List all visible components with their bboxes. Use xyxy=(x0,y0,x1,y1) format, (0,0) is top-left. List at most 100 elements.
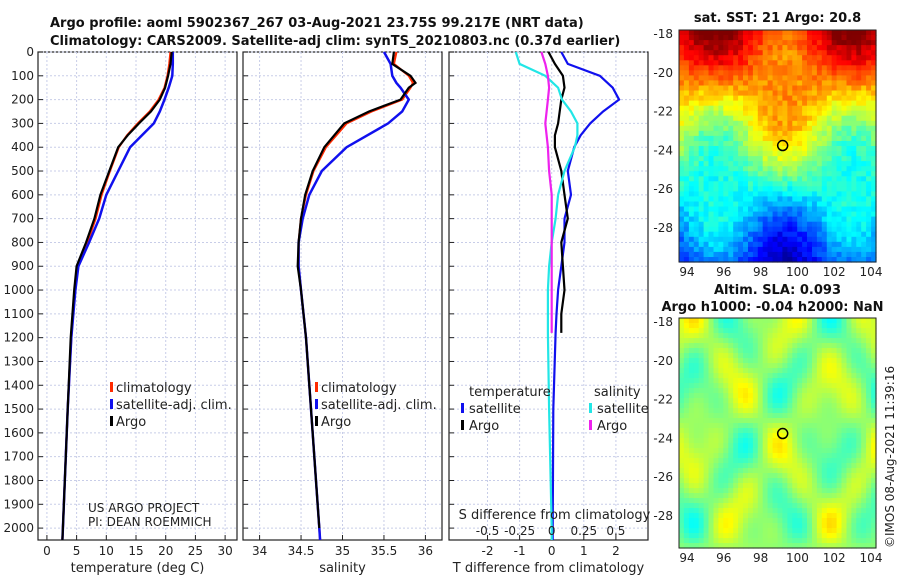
map-cell xyxy=(871,528,877,534)
map-cell xyxy=(698,146,705,152)
map-cell xyxy=(861,388,867,394)
map-cell xyxy=(698,241,705,248)
map-cell xyxy=(733,50,739,56)
map-cell xyxy=(787,398,793,404)
map-cell xyxy=(738,115,744,122)
map-cell xyxy=(698,50,705,56)
map-cell xyxy=(683,323,690,329)
map-cell xyxy=(743,358,749,364)
map-cell xyxy=(816,398,823,404)
map-cell xyxy=(703,176,710,182)
map-cell xyxy=(802,191,808,197)
map-cell xyxy=(792,338,798,344)
map-cell xyxy=(856,226,862,233)
map-cell xyxy=(703,206,710,213)
map-cell xyxy=(841,433,847,439)
map-cell xyxy=(841,438,847,444)
map-cell xyxy=(871,221,877,228)
map-cell xyxy=(718,473,724,479)
map-cell xyxy=(698,85,705,92)
map-cell xyxy=(748,368,754,374)
map-cell xyxy=(826,201,833,208)
map-cell xyxy=(777,181,783,187)
map-cell xyxy=(733,241,739,248)
map-cell xyxy=(797,70,803,76)
map-cell xyxy=(738,257,744,263)
map-cell xyxy=(683,75,690,81)
map-cell xyxy=(866,528,872,534)
map-cell xyxy=(679,543,685,549)
map-cell xyxy=(816,45,823,51)
map-cell xyxy=(861,241,867,248)
map-cell xyxy=(723,166,729,172)
map-cell xyxy=(797,423,803,429)
map-cell xyxy=(728,257,734,263)
map-cell xyxy=(861,206,867,213)
map-cell xyxy=(807,231,813,238)
map-cell xyxy=(752,70,759,76)
map-cell xyxy=(752,463,759,469)
map-cell xyxy=(738,191,744,197)
map-cell xyxy=(767,453,774,459)
map-cell xyxy=(703,186,710,192)
map-cell xyxy=(821,40,828,46)
x-tick-label: 1 xyxy=(580,544,588,558)
map-cell xyxy=(718,191,724,197)
map-cell xyxy=(772,383,779,389)
map-cell xyxy=(748,30,754,36)
map-cell xyxy=(767,236,774,243)
map-cell xyxy=(861,508,867,514)
map-cell xyxy=(683,483,690,489)
map-cell xyxy=(772,433,779,439)
map-cell xyxy=(826,383,833,389)
map-cell xyxy=(816,413,823,419)
y-tick-label: 100 xyxy=(11,69,34,83)
map-cell xyxy=(748,246,754,253)
map-cell xyxy=(703,528,710,534)
map-cell xyxy=(846,463,852,469)
map-cell xyxy=(757,231,764,238)
map-cell xyxy=(762,251,769,258)
map-cell xyxy=(679,408,685,414)
map-cell xyxy=(816,513,823,519)
map-cell xyxy=(748,508,754,514)
map-cell xyxy=(733,65,739,71)
map-cell xyxy=(812,408,818,414)
map-cell xyxy=(836,45,843,51)
map-cell xyxy=(757,453,764,459)
map-cell xyxy=(772,453,779,459)
map-cell xyxy=(752,523,759,529)
map-cell xyxy=(802,45,808,51)
map-cell xyxy=(728,40,734,46)
map-cell xyxy=(762,125,769,132)
map-cell xyxy=(688,418,695,424)
map-cell xyxy=(733,171,739,177)
map-cell xyxy=(752,398,759,404)
map-cell xyxy=(708,156,714,162)
map-cell xyxy=(846,85,852,92)
map-cell xyxy=(767,65,774,71)
map-cell xyxy=(777,166,783,172)
map-cell xyxy=(683,130,690,137)
map-cell xyxy=(733,408,739,414)
map-cell xyxy=(782,463,788,469)
map-cell xyxy=(688,236,695,243)
map-cell xyxy=(713,221,719,228)
map-cell xyxy=(757,493,764,499)
map-cell xyxy=(846,241,852,248)
map-cell xyxy=(703,378,710,384)
map-cell xyxy=(851,533,857,539)
map-cell xyxy=(787,80,793,86)
map-cell xyxy=(723,120,729,127)
map-cell xyxy=(792,216,798,223)
map-cell xyxy=(787,186,793,192)
map-cell xyxy=(683,383,690,389)
map-cell xyxy=(723,433,729,439)
map-cell xyxy=(728,423,734,429)
map-cell xyxy=(679,120,685,127)
map-cell xyxy=(688,398,695,404)
map-cell xyxy=(728,50,734,56)
map-cell xyxy=(723,156,729,162)
map-cell xyxy=(772,141,779,147)
map-cell xyxy=(797,110,803,117)
